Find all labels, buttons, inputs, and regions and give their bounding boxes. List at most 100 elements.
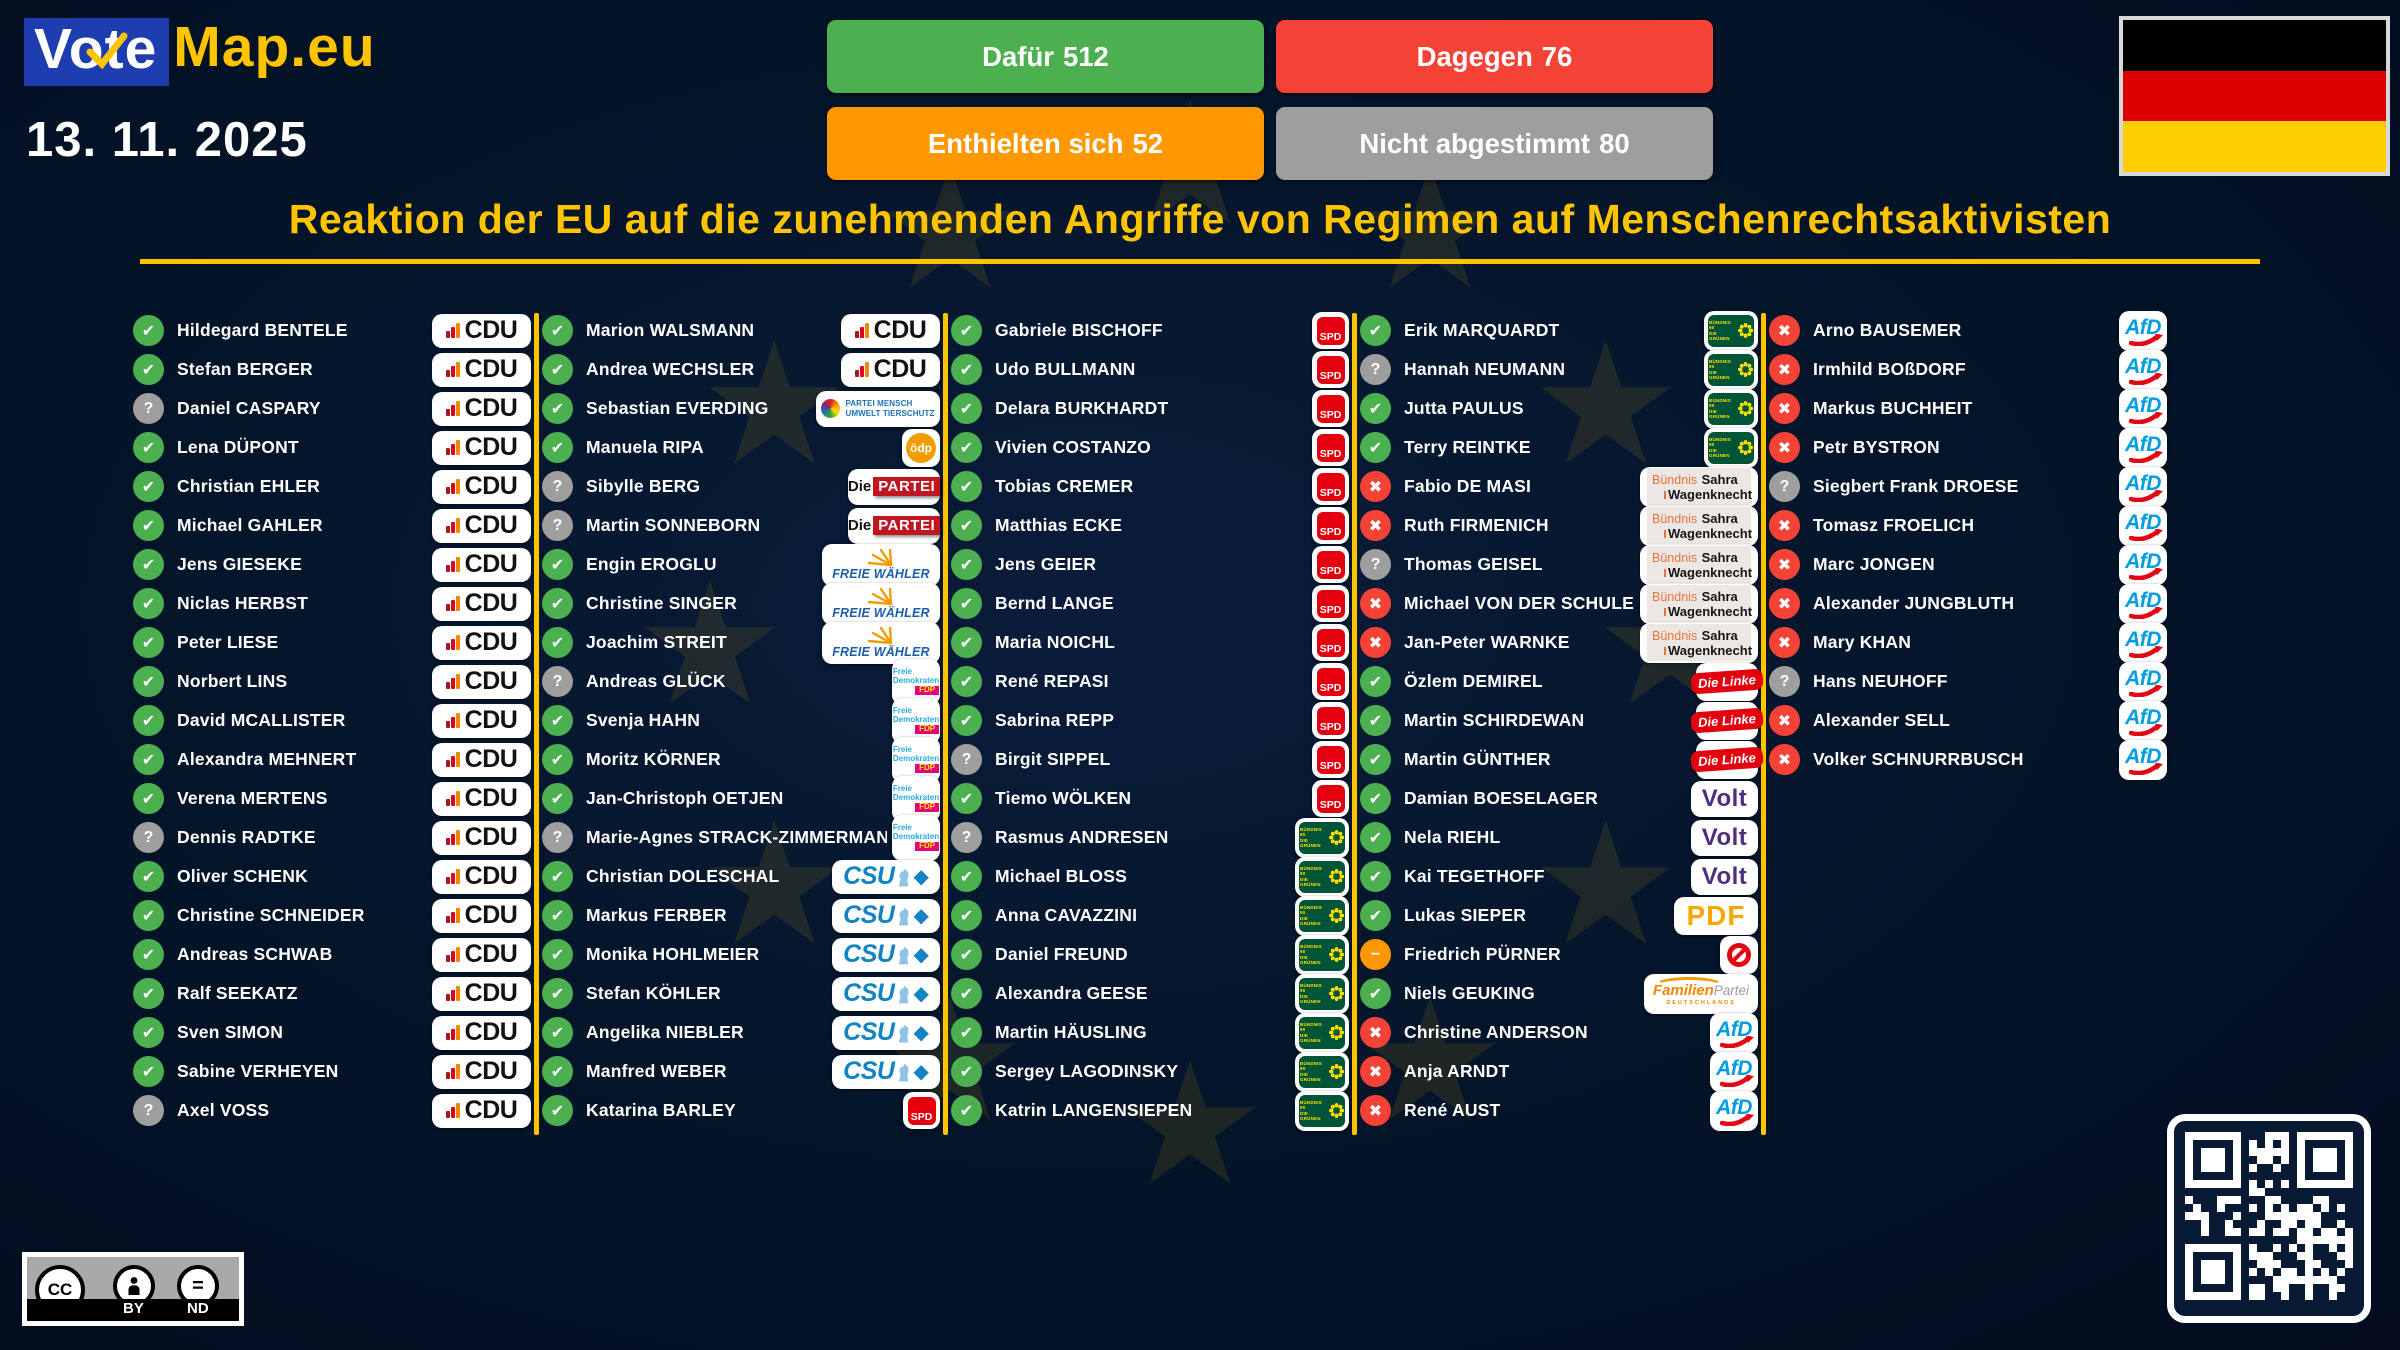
summary-buttons: Dafür 512 Dagegen 76 Enthielten sich 52 Nic… (827, 20, 1713, 180)
member-columns: ✔ Hildegard BENTELE CDU ✔ Stefan BERGER … (133, 310, 2167, 1135)
member-row: ✔ Christian DOLESCHAL CSU ◆ (542, 857, 940, 896)
member-row: ✖ Mary KHAN AfD (1769, 622, 2167, 663)
vote-for-icon: ✔ (1360, 744, 1391, 775)
member-name: Özlem DEMIREL (1404, 671, 1543, 691)
vote-for-icon: ✔ (542, 549, 573, 580)
member-row: ✖ Irmhild BOßDORF AfD (1769, 349, 2167, 390)
member-name: Martin SCHIRDEWAN (1404, 710, 1585, 730)
member-name: Volker SCHNURRBUSCH (1813, 749, 2024, 769)
party-logo-linke: Die Linke (1690, 662, 1764, 701)
vote-for-icon: ✔ (542, 939, 573, 970)
vote-against-icon: ✖ (1769, 549, 1800, 580)
member-name: Moritz KÖRNER (586, 749, 721, 769)
csu-lion-icon (899, 1063, 909, 1081)
fw-sun-icon (867, 626, 893, 644)
flag-stripe-gold (2123, 121, 2386, 173)
party-logo-fw: FREIE WÄHLER (822, 543, 940, 586)
member-row: ✖ Markus BUCHHEIT AfD (1769, 388, 2167, 429)
party-logo-cdu: CDU (432, 352, 531, 387)
vote-none-icon: ? (1769, 471, 1800, 502)
member-name: Petr BYSTRON (1813, 437, 1940, 457)
party-logo-cdu: CDU (432, 703, 531, 738)
member-row: ✖ Alexander SELL AfD (1769, 700, 2167, 741)
party-logo-linke: Die Linke (1690, 740, 1764, 779)
gruene-sunflower-icon (1328, 1063, 1344, 1080)
afd-arrow-icon (2129, 684, 2163, 697)
csu-lion-icon (899, 946, 909, 964)
vote-none-icon: ? (133, 1095, 164, 1126)
member-row: ✔ Maria NOICHL SPD (951, 623, 1349, 662)
party-logo-cdu: CDU (432, 898, 531, 933)
csu-diamond-icon: ◆ (913, 1022, 929, 1044)
member-row: ✔ Bernd LANGE SPD (951, 584, 1349, 623)
member-row: ✖ Arno BAUSEMER AfD (1769, 310, 2167, 351)
afd-arrow-icon (2129, 762, 2163, 775)
button-against[interactable]: Dagegen 76 (1276, 20, 1713, 93)
member-row: ✔ René REPASI SPD (951, 662, 1349, 701)
member-name: Tiemo WÖLKEN (995, 788, 1132, 808)
member-name: Marion WALSMANN (586, 320, 755, 340)
party-logo-bsw: Bündnis Sahra Wagenknecht (1640, 466, 1758, 507)
button-for[interactable]: Dafür 512 (827, 20, 1264, 93)
cc-license-badge[interactable]: CC = BY ND (22, 1252, 244, 1326)
app-logo[interactable]: Vote Map.eu (24, 17, 376, 86)
member-name: Friedrich PÜRNER (1404, 944, 1561, 964)
csu-diamond-icon: ◆ (913, 905, 929, 927)
party-logo-familie: Familien Partei DEUTSCHLANDS (1644, 973, 1758, 1014)
cdu-bars-icon (445, 401, 460, 416)
vote-against-icon: ✖ (1769, 705, 1800, 736)
bsw-corner-icon (1664, 491, 1666, 500)
vote-for-icon: ✔ (951, 627, 982, 658)
gruene-sunflower-icon (1737, 361, 1753, 378)
button-abstain[interactable]: Enthielten sich 52 (827, 107, 1264, 180)
member-row: ✔ Jens GIESEKE CDU (133, 545, 531, 584)
member-row: ✔ Peter LIESE CDU (133, 623, 531, 662)
afd-arrow-icon (2129, 723, 2163, 736)
vote-none-icon: ? (1360, 354, 1391, 385)
party-logo-cdu: CDU (432, 508, 531, 543)
afd-arrow-icon (2129, 333, 2163, 346)
csu-diamond-icon: ◆ (913, 1061, 929, 1083)
member-name: Christian EHLER (177, 476, 321, 496)
cdu-bars-icon (445, 518, 460, 533)
page-title: Reaktion der EU auf die zunehmenden Angr… (288, 196, 2112, 242)
cdu-bars-icon (445, 557, 460, 572)
party-logo-gruene: BÜNDNIS 90 DIE GRÜNEN (1295, 1012, 1349, 1053)
member-name: Stefan KÖHLER (586, 983, 721, 1003)
party-logo-cdu: CDU (841, 313, 940, 348)
germany-flag[interactable] (2119, 16, 2390, 176)
member-name: Tomasz FROELICH (1813, 515, 1975, 535)
member-name: Markus FERBER (586, 905, 727, 925)
vote-for-icon: ✔ (1360, 822, 1391, 853)
afd-arrow-icon (2129, 528, 2163, 541)
party-logo-fdp: Freie Demokraten FDP (892, 736, 940, 783)
member-name: Sibylle BERG (586, 476, 701, 496)
member-name: Alexander SELL (1813, 710, 1951, 730)
member-name: Sabrina REPP (995, 710, 1115, 730)
member-row: ? Sibylle BERG Die PARTEI (542, 467, 941, 506)
vote-for-icon: ✔ (133, 588, 164, 619)
vote-for-icon: ✔ (133, 666, 164, 697)
party-logo-bsw: Bündnis Sahra Wagenknecht (1640, 505, 1758, 546)
member-row: ✔ Stefan KÖHLER CSU ◆ (542, 974, 940, 1013)
vote-for-icon: ✔ (133, 432, 164, 463)
csu-lion-icon (899, 985, 909, 1003)
member-row: ✔ Katarina BARLEY SPD (542, 1091, 940, 1130)
vote-for-icon: ✔ (133, 1017, 164, 1048)
cdu-bars-icon (445, 830, 460, 845)
vote-for-icon: ✔ (951, 1095, 982, 1126)
party-logo-spd: SPD (1312, 312, 1349, 349)
vote-date: 13. 11. 2025 (26, 113, 308, 167)
member-name: Gabriele BISCHOFF (995, 320, 1163, 340)
vote-for-icon: ✔ (951, 354, 982, 385)
member-name: Angelika NIEBLER (586, 1022, 744, 1042)
vote-against-icon: ✖ (1360, 1017, 1391, 1048)
afd-arrow-icon (2129, 450, 2163, 463)
tierschutz-hand-icon (821, 399, 841, 418)
member-row: ✔ Niclas HERBST CDU (133, 584, 531, 623)
vote-none-icon: ? (133, 393, 164, 424)
member-column-1: ✔ Hildegard BENTELE CDU ✔ Stefan BERGER … (133, 311, 531, 1135)
vote-against-icon: ✖ (1769, 627, 1800, 658)
vote-for-icon: ✔ (542, 1017, 573, 1048)
button-novote[interactable]: Nicht abgestimmt 80 (1276, 107, 1713, 180)
